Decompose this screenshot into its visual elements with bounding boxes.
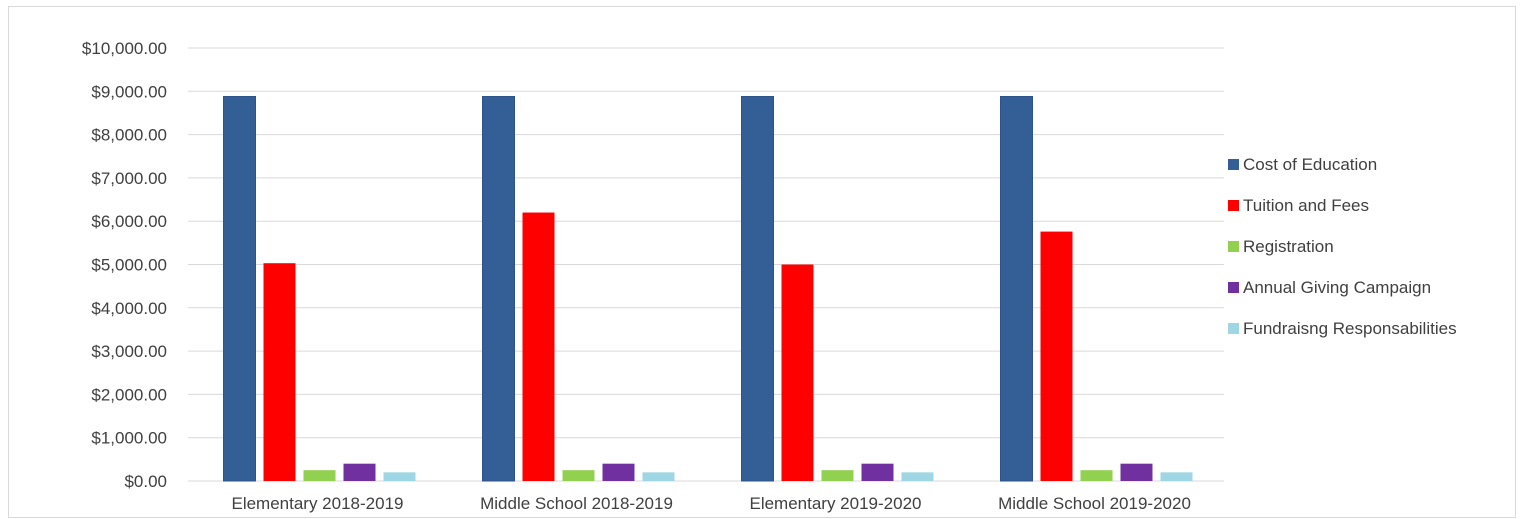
x-category-label: Elementary 2019-2020: [749, 494, 921, 513]
x-axis-categories: Elementary 2018-2019 Middle School 2018-2…: [231, 494, 1190, 513]
y-tick-label: $8,000.00: [91, 126, 167, 145]
bar: [343, 463, 376, 481]
bar: [861, 463, 894, 481]
x-category-label: Middle School 2018-2019: [480, 494, 673, 513]
y-axis-ticks: $0.00 $1,000.00 $2,000.00 $3,000.00 $4,000.0…: [82, 39, 167, 491]
legend-label: Annual Giving Campaign: [1243, 278, 1431, 297]
legend-label: Registration: [1243, 237, 1334, 256]
bar: [741, 95, 774, 482]
bar: [642, 472, 675, 481]
bar: [821, 470, 854, 481]
y-tick-label: $7,000.00: [91, 169, 167, 188]
bar: [482, 95, 515, 482]
y-tick-label: $5,000.00: [91, 256, 167, 275]
bars: [223, 95, 1193, 482]
bar: [1080, 470, 1113, 481]
y-tick-label: $9,000.00: [91, 82, 167, 101]
y-tick-label: $4,000.00: [91, 299, 167, 318]
bar: [602, 463, 635, 481]
bar: [901, 472, 934, 481]
y-tick-label: $3,000.00: [91, 342, 167, 361]
bar: [383, 472, 416, 481]
y-tick-label: $0.00: [124, 472, 167, 491]
bar: [303, 470, 336, 481]
y-tick-label: $2,000.00: [91, 385, 167, 404]
y-tick-label: $1,000.00: [91, 429, 167, 448]
legend-swatch: [1228, 200, 1239, 211]
legend-swatch: [1228, 323, 1239, 334]
bar: [263, 263, 296, 481]
legend: Cost of Education Tuition and Fees Registr…: [1228, 155, 1457, 338]
legend-label: Fundraisng Responsabilities: [1243, 319, 1457, 338]
legend-swatch: [1228, 282, 1239, 293]
legend-swatch: [1228, 241, 1239, 252]
bar: [562, 470, 595, 481]
bar: [522, 212, 555, 482]
bar: [1000, 95, 1033, 482]
bar: [781, 264, 814, 481]
bar: [1120, 463, 1153, 481]
x-category-label: Middle School 2019-2020: [998, 494, 1191, 513]
x-category-label: Elementary 2018-2019: [231, 494, 403, 513]
legend-label: Tuition and Fees: [1243, 196, 1369, 215]
bar: [223, 95, 256, 482]
bar: [1040, 231, 1073, 481]
bar: [1160, 472, 1193, 481]
y-tick-label: $10,000.00: [82, 39, 167, 58]
legend-label: Cost of Education: [1243, 155, 1377, 174]
y-tick-label: $6,000.00: [91, 212, 167, 231]
legend-swatch: [1228, 159, 1239, 170]
